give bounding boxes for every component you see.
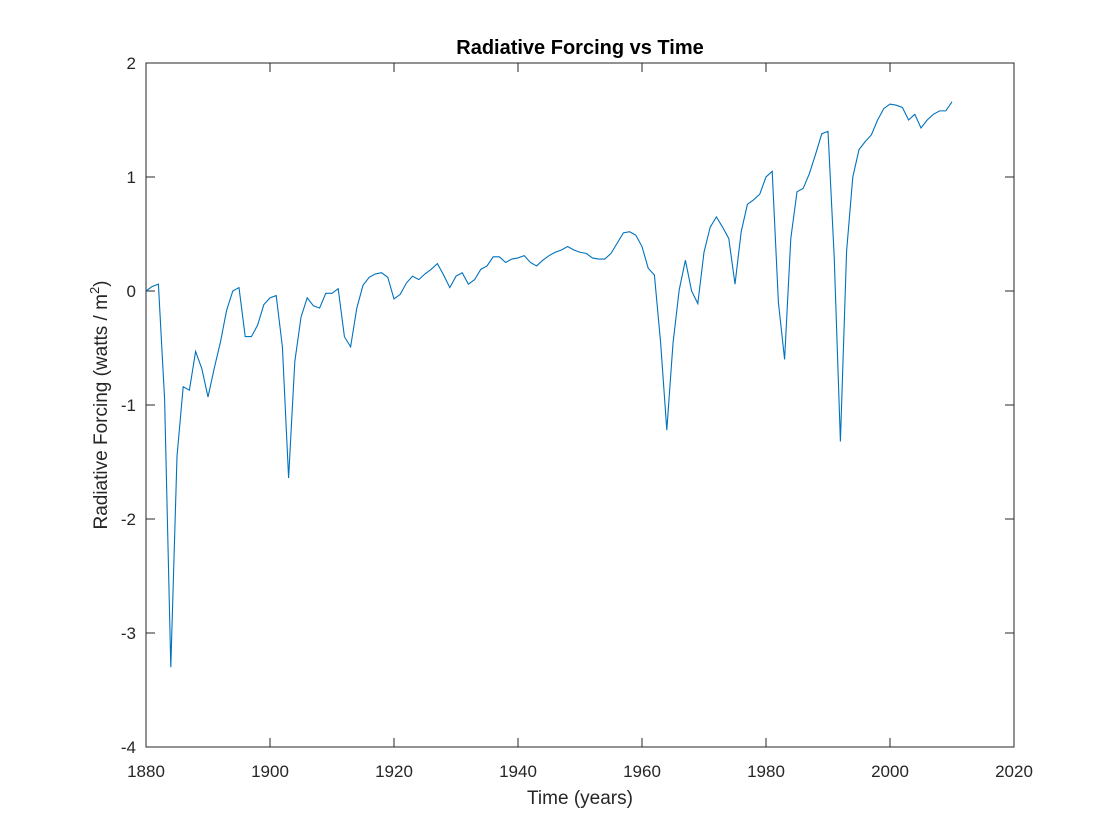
plot-area bbox=[145, 62, 1015, 748]
x-tick-label: 1920 bbox=[375, 762, 413, 781]
y-axis-label: Radiative Forcing (watts / m2) bbox=[87, 280, 112, 529]
y-axis-label-main: Radiative Forcing (watts / m bbox=[91, 294, 112, 529]
y-tick-label: 2 bbox=[127, 54, 136, 73]
y-tick-label: -1 bbox=[121, 396, 136, 415]
y-tick-label: 0 bbox=[127, 282, 136, 301]
y-tick-label: -4 bbox=[121, 738, 136, 757]
axis-ticks bbox=[145, 62, 1015, 748]
x-tick-label: 1900 bbox=[251, 762, 289, 781]
tick-labels: 1880 1900 1920 1940 1960 1980 2000 2020 -4 -3 -2 -1… bbox=[121, 54, 1033, 781]
x-tick-label: 1880 bbox=[127, 762, 165, 781]
y-axis-label-superscript: 2 bbox=[87, 287, 102, 294]
y-tick-label: -2 bbox=[121, 510, 136, 529]
x-axis-label: Time (years) bbox=[527, 788, 633, 809]
x-tick-label: 2020 bbox=[995, 762, 1033, 781]
x-tick-label: 2000 bbox=[871, 762, 909, 781]
y-tick-label: 1 bbox=[127, 168, 136, 187]
series-line bbox=[145, 101, 953, 668]
x-tick-label: 1980 bbox=[747, 762, 785, 781]
chart-title: Radiative Forcing vs Time bbox=[456, 37, 704, 59]
x-tick-label: 1960 bbox=[623, 762, 661, 781]
x-tick-label: 1940 bbox=[499, 762, 537, 781]
y-tick-label: -3 bbox=[121, 624, 136, 643]
y-axis-label-end: ) bbox=[91, 280, 112, 286]
